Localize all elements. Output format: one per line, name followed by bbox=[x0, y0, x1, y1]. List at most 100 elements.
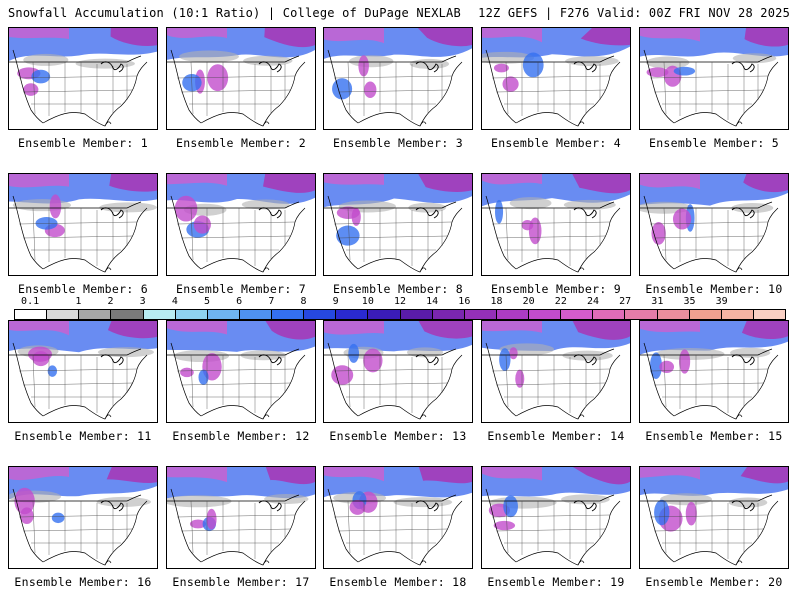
legend-swatch-23 bbox=[753, 310, 785, 319]
legend-label-6: 6 bbox=[236, 296, 243, 307]
member-caption-18: Ensemble Member: 18 bbox=[329, 575, 467, 589]
legend-label-16: 22 bbox=[554, 296, 567, 307]
legend-swatch-13 bbox=[432, 310, 465, 319]
legend-label-14: 18 bbox=[490, 296, 503, 307]
legend-swatch-11 bbox=[368, 310, 401, 319]
legend-label-21: 39 bbox=[715, 296, 728, 307]
ensemble-member-panel-16: Ensemble Member: 16 bbox=[8, 466, 158, 589]
ensemble-member-panel-12: Ensemble Member: 12 bbox=[166, 320, 316, 443]
legend-label-9: 9 bbox=[332, 296, 339, 307]
member-caption-19: Ensemble Member: 19 bbox=[487, 575, 625, 589]
run-valid-time: 12Z GEFS | F276 Valid: 00Z FRI NOV 28 20… bbox=[478, 6, 790, 20]
member-caption-14: Ensemble Member: 14 bbox=[487, 429, 625, 443]
legend-swatch-10 bbox=[336, 310, 369, 319]
legend-label-20: 35 bbox=[683, 296, 696, 307]
snowfall-map-5 bbox=[639, 27, 789, 130]
snowfall-map-17 bbox=[166, 466, 316, 569]
legend-swatch-6 bbox=[207, 310, 240, 319]
legend-label-2: 2 bbox=[107, 296, 114, 307]
legend-label-15: 20 bbox=[522, 296, 535, 307]
member-caption-20: Ensemble Member: 20 bbox=[645, 575, 783, 589]
snowfall-map-19 bbox=[481, 466, 631, 569]
snowfall-map-15 bbox=[639, 320, 789, 423]
legend-swatch-19 bbox=[625, 310, 658, 319]
member-caption-13: Ensemble Member: 13 bbox=[329, 429, 467, 443]
snowfall-legend: 0.1 1 2 3 4 5 6 7 8 9 10 12 14 16 18 20 22 24 27 31 35 39 bbox=[14, 296, 786, 320]
legend-label-13: 16 bbox=[458, 296, 471, 307]
member-caption-16: Ensemble Member: 16 bbox=[14, 575, 152, 589]
ensemble-member-panel-7: Ensemble Member: 7 bbox=[166, 173, 316, 296]
snowfall-map-12 bbox=[166, 320, 316, 423]
legend-swatch-4 bbox=[143, 310, 176, 319]
legend-label-12: 14 bbox=[426, 296, 439, 307]
ensemble-member-panel-19: Ensemble Member: 19 bbox=[481, 466, 631, 589]
legend-swatch-12 bbox=[400, 310, 433, 319]
snowfall-map-13 bbox=[323, 320, 473, 423]
legend-color-bar bbox=[14, 309, 786, 320]
legend-swatch-8 bbox=[272, 310, 305, 319]
ensemble-member-panel-8: Ensemble Member: 8 bbox=[323, 173, 473, 296]
member-caption-4: Ensemble Member: 4 bbox=[490, 136, 622, 150]
ensemble-member-panel-20: Ensemble Member: 20 bbox=[639, 466, 789, 589]
ensemble-member-panel-9: Ensemble Member: 9 bbox=[481, 173, 631, 296]
ensemble-member-panel-14: Ensemble Member: 14 bbox=[481, 320, 631, 443]
ensemble-member-panel-2: Ensemble Member: 2 bbox=[166, 27, 316, 150]
member-caption-7: Ensemble Member: 7 bbox=[175, 282, 307, 296]
legend-swatch-21 bbox=[689, 310, 722, 319]
chart-title: Snowfall Accumulation (10:1 Ratio) | Col… bbox=[8, 6, 461, 20]
ensemble-member-panel-4: Ensemble Member: 4 bbox=[481, 27, 631, 150]
ensemble-member-panel-3: Ensemble Member: 3 bbox=[323, 27, 473, 150]
legend-label-17: 24 bbox=[586, 296, 600, 307]
ensemble-member-panel-13: Ensemble Member: 13 bbox=[323, 320, 473, 443]
legend-label-8: 8 bbox=[300, 296, 307, 307]
snowfall-map-7 bbox=[166, 173, 316, 276]
ensemble-member-panel-1: Ensemble Member: 1 bbox=[8, 27, 158, 150]
member-caption-11: Ensemble Member: 11 bbox=[14, 429, 152, 443]
legend-swatch-7 bbox=[239, 310, 272, 319]
member-caption-17: Ensemble Member: 17 bbox=[172, 575, 310, 589]
legend-swatch-18 bbox=[593, 310, 626, 319]
member-caption-2: Ensemble Member: 2 bbox=[175, 136, 307, 150]
legend-label-7: 7 bbox=[268, 296, 275, 307]
legend-swatch-2 bbox=[79, 310, 112, 319]
member-caption-15: Ensemble Member: 15 bbox=[645, 429, 783, 443]
legend-swatch-22 bbox=[721, 310, 754, 319]
ensemble-member-panel-18: Ensemble Member: 18 bbox=[323, 466, 473, 589]
ensemble-member-panel-6: Ensemble Member: 6 bbox=[8, 173, 158, 296]
legend-swatch-0 bbox=[15, 310, 48, 319]
snowfall-map-1 bbox=[8, 27, 158, 130]
snowfall-map-6 bbox=[8, 173, 158, 276]
legend-swatch-9 bbox=[304, 310, 337, 319]
legend-labels: 0.1 1 2 3 4 5 6 7 8 9 10 12 14 16 18 20 22 24 27 31 35 39 bbox=[14, 296, 786, 308]
legend-swatch-20 bbox=[657, 310, 690, 319]
legend-label-3: 3 bbox=[139, 296, 146, 307]
legend-label-4: 4 bbox=[171, 296, 178, 307]
legend-label-5: 5 bbox=[203, 296, 211, 307]
member-caption-6: Ensemble Member: 6 bbox=[17, 282, 149, 296]
member-caption-12: Ensemble Member: 12 bbox=[172, 429, 310, 443]
legend-swatch-3 bbox=[111, 310, 144, 319]
legend-label-19: 31 bbox=[651, 296, 664, 307]
snowfall-map-8 bbox=[323, 173, 473, 276]
ensemble-member-panel-15: Ensemble Member: 15 bbox=[639, 320, 789, 443]
ensemble-member-panel-17: Ensemble Member: 17 bbox=[166, 466, 316, 589]
snowfall-map-11 bbox=[8, 320, 158, 423]
ensemble-member-panel-11: Ensemble Member: 11 bbox=[8, 320, 158, 443]
legend-swatch-1 bbox=[47, 310, 80, 319]
member-caption-1: Ensemble Member: 1 bbox=[17, 136, 149, 150]
legend-swatch-15 bbox=[496, 310, 529, 319]
snowfall-map-3 bbox=[323, 27, 473, 130]
legend-label-10: 10 bbox=[361, 296, 374, 307]
member-caption-3: Ensemble Member: 3 bbox=[332, 136, 464, 150]
snowfall-map-9 bbox=[481, 173, 631, 276]
snowfall-map-14 bbox=[481, 320, 631, 423]
ensemble-member-panel-10: Ensemble Member: 10 bbox=[639, 173, 789, 296]
member-caption-5: Ensemble Member: 5 bbox=[648, 136, 780, 150]
legend-swatch-16 bbox=[529, 310, 562, 319]
member-caption-8: Ensemble Member: 8 bbox=[332, 282, 464, 296]
legend-swatch-17 bbox=[561, 310, 594, 319]
snowfall-map-10 bbox=[639, 173, 789, 276]
member-caption-10: Ensemble Member: 10 bbox=[645, 282, 783, 296]
snowfall-map-18 bbox=[323, 466, 473, 569]
legend-label-0: 0.1 bbox=[21, 296, 40, 307]
